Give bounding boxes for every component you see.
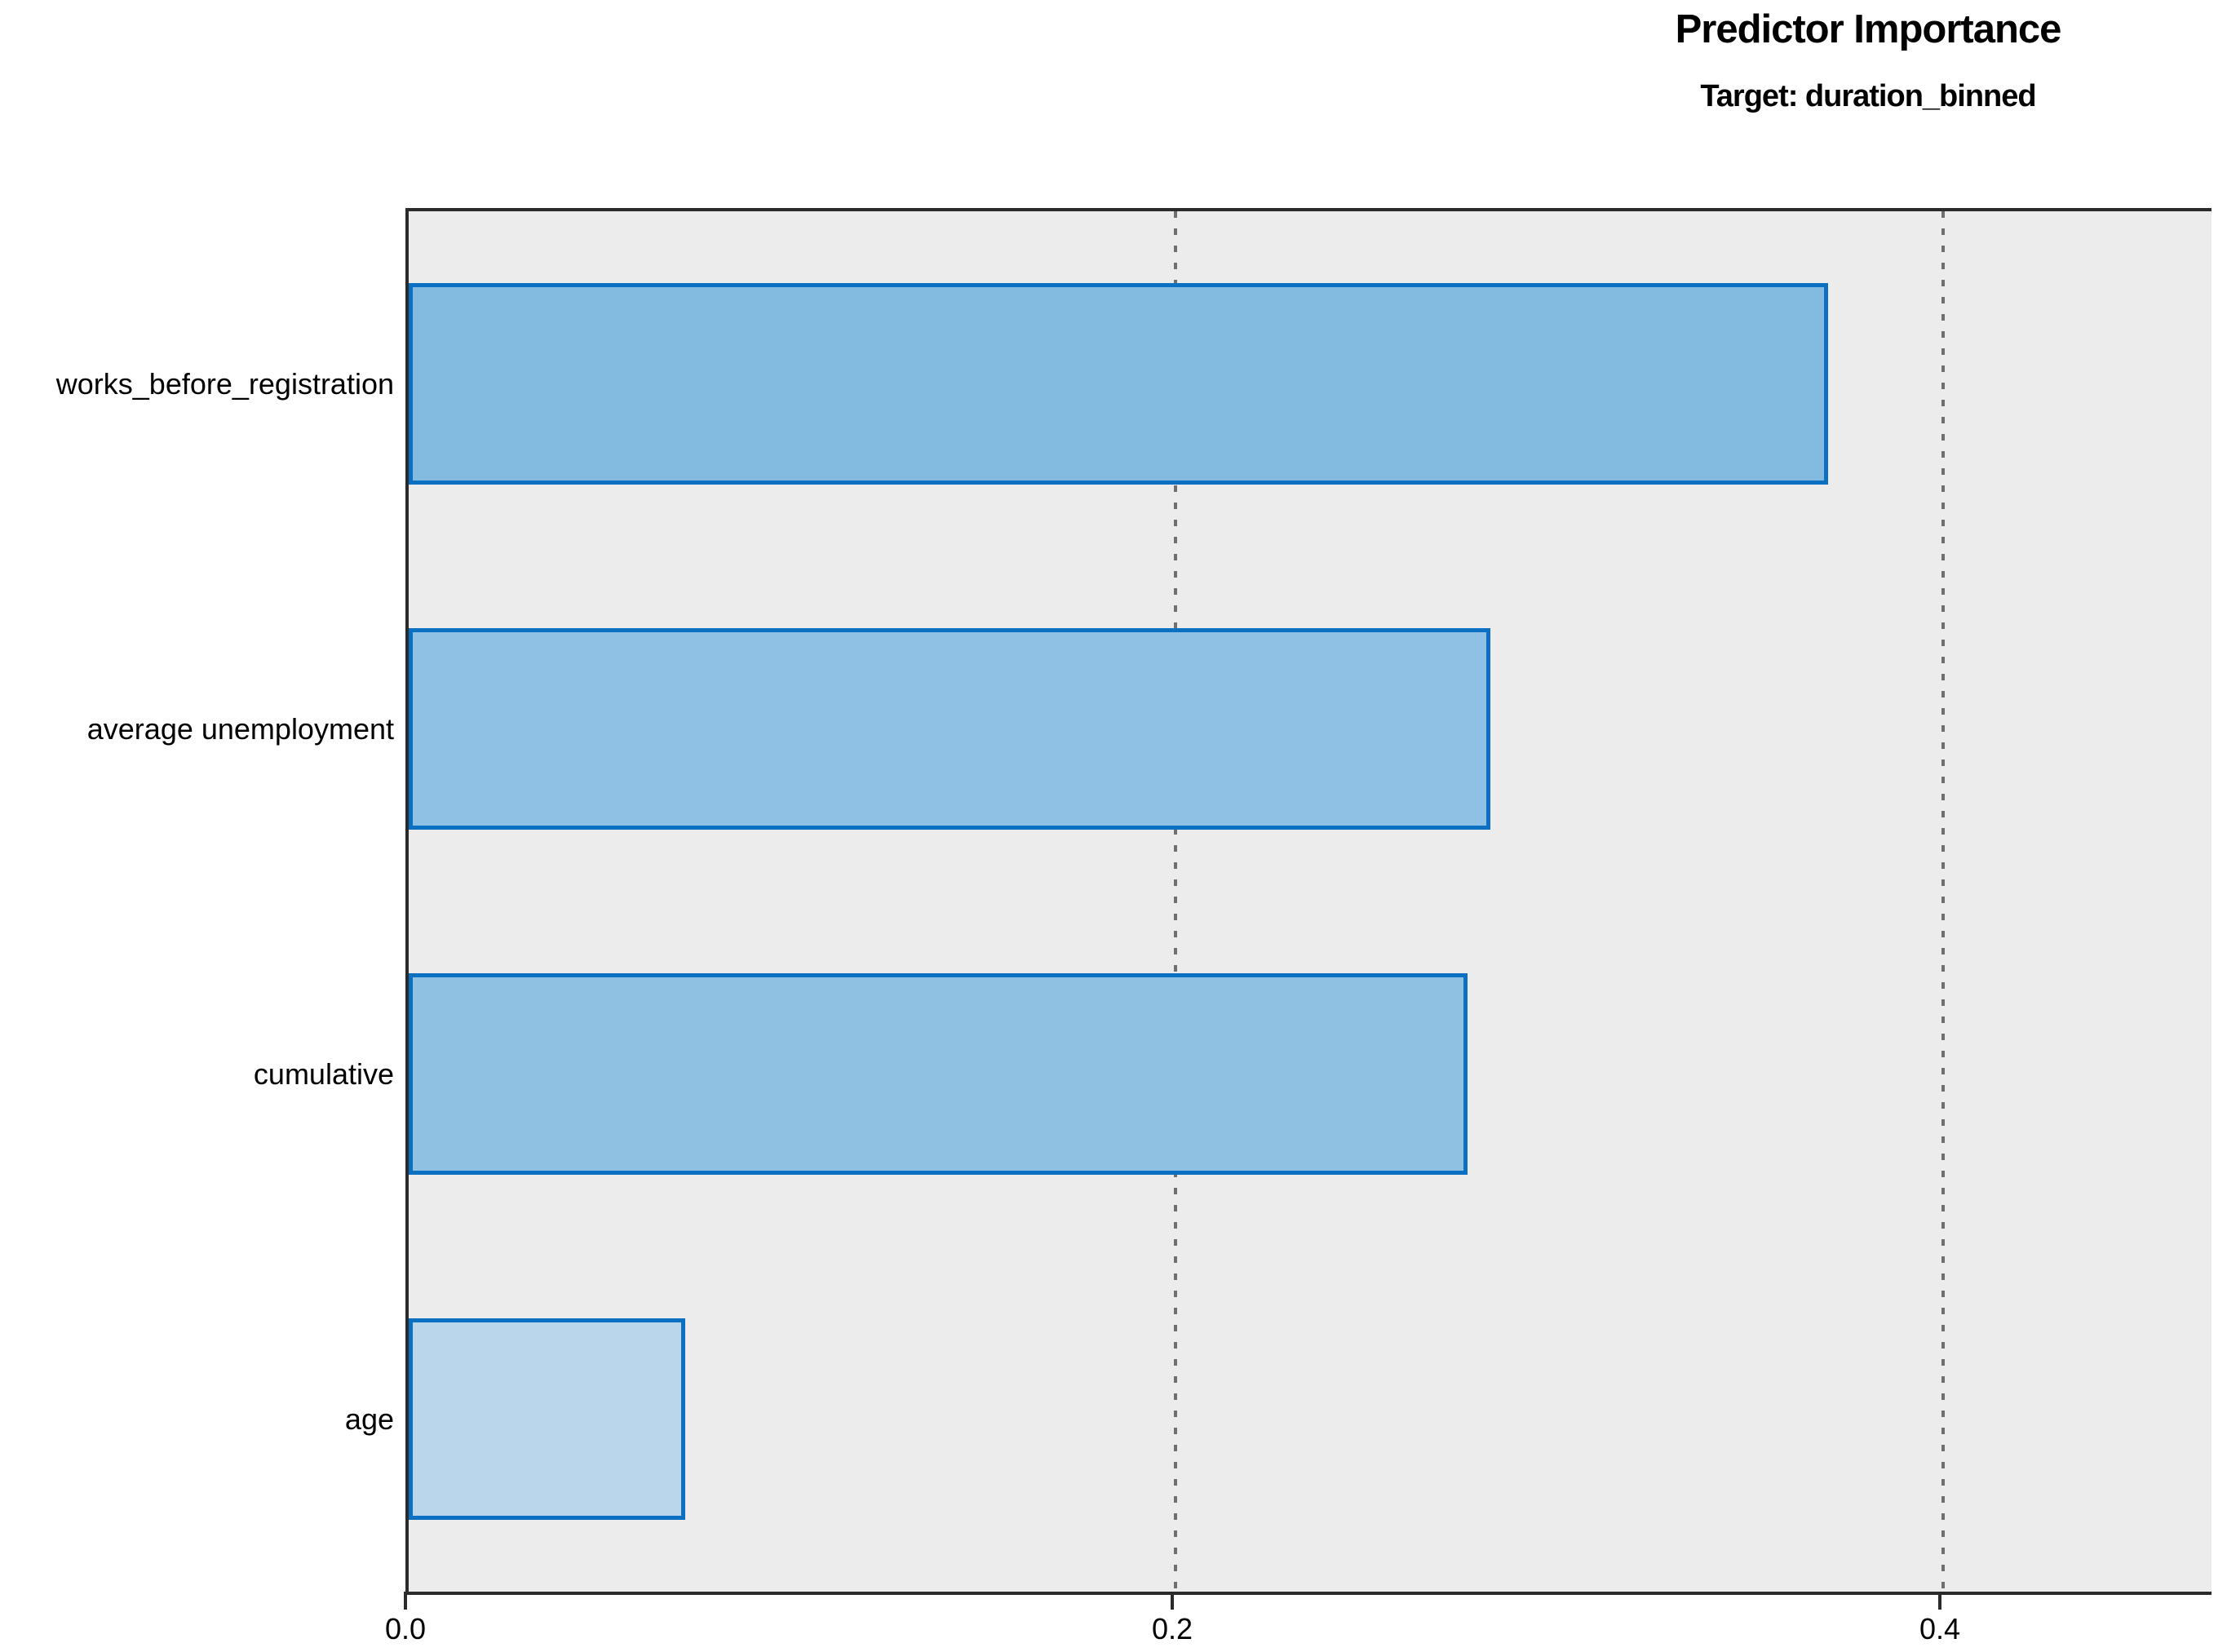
gridline-0.4 <box>1941 211 1945 1592</box>
x-tick-mark-0.2 <box>1171 1592 1174 1610</box>
bar-age <box>409 1318 685 1520</box>
chart-title: Predictor Importance <box>1675 7 2062 51</box>
x-tick-label-0.2: 0.2 <box>1151 1612 1193 1645</box>
category-label-cumulative: cumulative <box>253 1057 394 1091</box>
x-tick-mark-0.0 <box>404 1592 407 1610</box>
bar-cumulative <box>409 973 1468 1175</box>
category-label-age: age <box>344 1402 394 1436</box>
category-label-works-before-registration: works_before_registration <box>55 367 394 401</box>
category-label-average-unemployment: average unemployment <box>86 712 394 746</box>
plot-area <box>405 208 2212 1595</box>
x-tick-mark-0.4 <box>1938 1592 1941 1610</box>
x-tick-label-0.4: 0.4 <box>1919 1612 1961 1645</box>
x-tick-label-0.0: 0.0 <box>384 1612 427 1645</box>
chart-subtitle: Target: duration_binned <box>1700 79 2036 113</box>
bar-works-before-registration <box>409 283 1828 485</box>
gridline-0.2 <box>1174 211 1177 1592</box>
chart-title-block: Predictor Importance Target: duration_bi… <box>1591 5 2145 116</box>
bar-average-unemployment <box>409 628 1490 830</box>
